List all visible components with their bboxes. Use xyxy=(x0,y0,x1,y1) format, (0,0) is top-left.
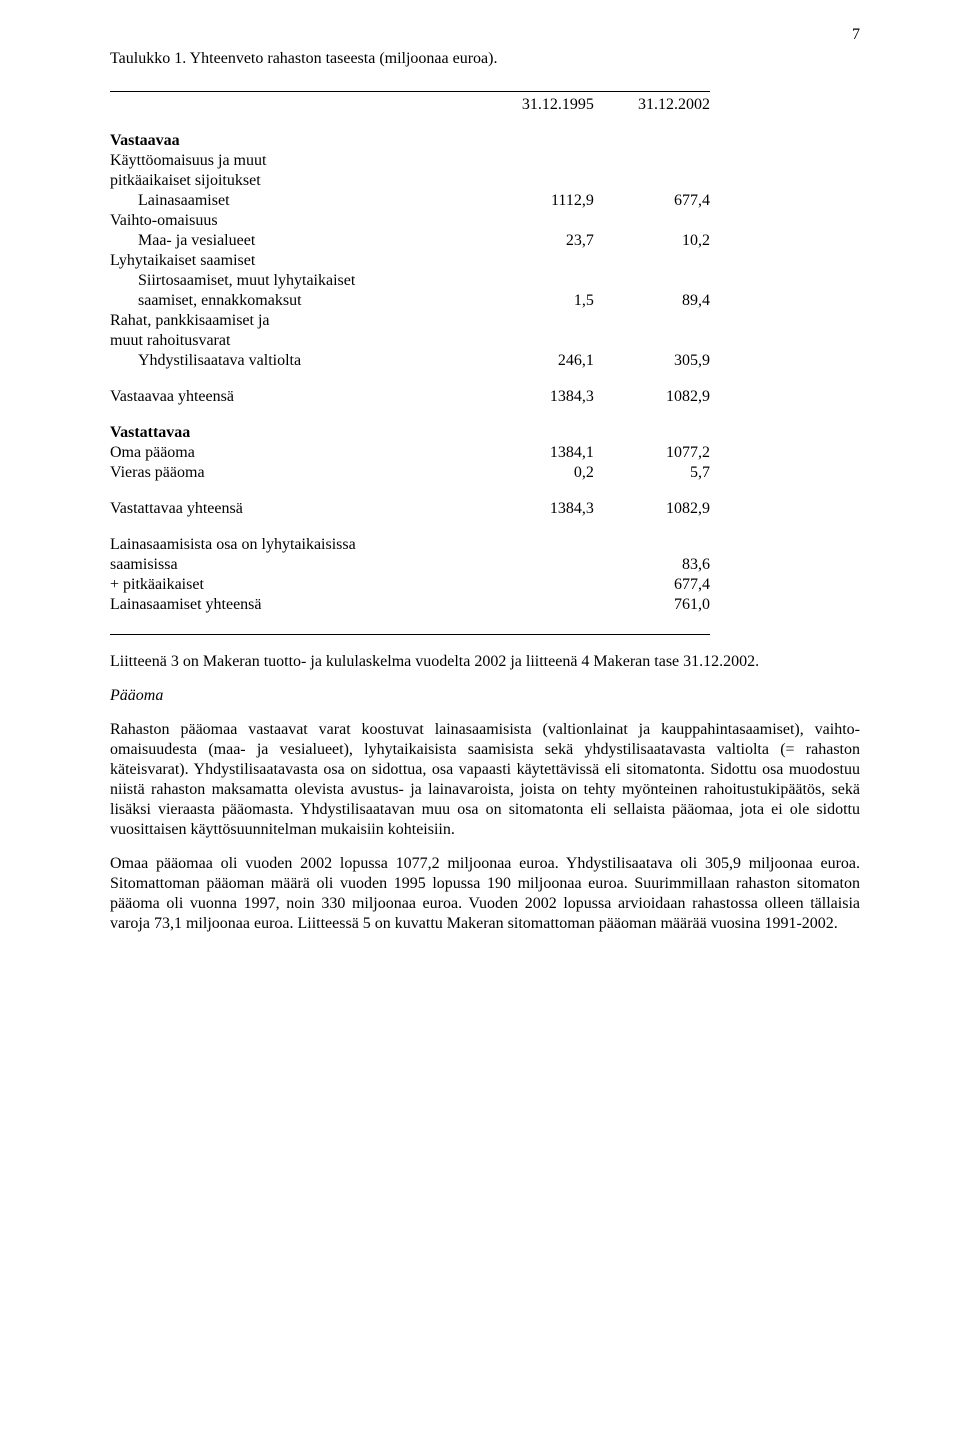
table-row: Rahat, pankkisaamiset ja xyxy=(110,311,478,331)
page-number: 7 xyxy=(852,26,860,44)
table-cell: 83,6 xyxy=(594,555,710,575)
table-cell: 1082,9 xyxy=(594,499,710,519)
table-cell: 677,4 xyxy=(594,575,710,595)
paragraph-body-1: Rahaston pääomaa vastaavat varat koostuv… xyxy=(110,720,860,840)
table-cell: 10,2 xyxy=(594,231,710,251)
table-cell: 1,5 xyxy=(478,291,594,311)
table-cell: 1384,3 xyxy=(478,387,594,407)
header-col-2: 31.12.2002 xyxy=(594,95,710,115)
table-row: Lainasaamisista osa on lyhytaikaisissa xyxy=(110,535,478,555)
table-row: Lainasaamiset xyxy=(110,191,478,211)
table-cell: 5,7 xyxy=(594,463,710,483)
table-row: Yhdystilisaatava valtiolta xyxy=(110,351,478,371)
paragraph-body-2: Omaa pääomaa oli vuoden 2002 lopussa 107… xyxy=(110,854,860,934)
table-row: Lyhytaikaiset saamiset xyxy=(110,251,478,271)
table-row: Käyttöomaisuus ja muut xyxy=(110,151,478,171)
table-cell: 246,1 xyxy=(478,351,594,371)
table-caption: Taulukko 1. Yhteenveto rahaston taseesta… xyxy=(110,50,860,68)
table-row: pitkäaikaiset sijoitukset xyxy=(110,171,478,191)
table-row: Oma pääoma xyxy=(110,443,478,463)
table-row: saamiset, ennakkomaksut xyxy=(110,291,478,311)
table-cell: 761,0 xyxy=(594,595,710,615)
table-row: muut rahoitusvarat xyxy=(110,331,478,351)
table-row: Vieras pääoma xyxy=(110,463,478,483)
table-row: + pitkäaikaiset xyxy=(110,575,478,595)
table-row: saamisissa xyxy=(110,555,478,575)
table-cell: 1077,2 xyxy=(594,443,710,463)
paragraph-liite: Liitteenä 3 on Makeran tuotto- ja kulula… xyxy=(110,652,860,672)
table-cell: 677,4 xyxy=(594,191,710,211)
table-row: Siirtosaamiset, muut lyhytaikaiset xyxy=(110,271,478,291)
table-row: Vaihto-omaisuus xyxy=(110,211,478,231)
vastattavaa-total-label: Vastattavaa yhteensä xyxy=(110,499,478,519)
subheading-paaoma: Pääoma xyxy=(110,686,860,706)
table-cell: 1384,3 xyxy=(478,499,594,519)
vastaavaa-total-label: Vastaavaa yhteensä xyxy=(110,387,478,407)
balance-table: 31.12.1995 31.12.2002 Vastaavaa Käyttöom… xyxy=(110,88,710,638)
vastaavaa-title: Vastaavaa xyxy=(110,131,478,151)
table-cell: 0,2 xyxy=(478,463,594,483)
table-cell: 305,9 xyxy=(594,351,710,371)
vastattavaa-title: Vastattavaa xyxy=(110,423,478,443)
table-row: Lainasaamiset yhteensä xyxy=(110,595,478,615)
table-cell: 1384,1 xyxy=(478,443,594,463)
header-col-1: 31.12.1995 xyxy=(478,95,594,115)
table-row: Maa- ja vesialueet xyxy=(110,231,478,251)
table-cell: 89,4 xyxy=(594,291,710,311)
table-cell: 23,7 xyxy=(478,231,594,251)
table-cell: 1082,9 xyxy=(594,387,710,407)
table-cell: 1112,9 xyxy=(478,191,594,211)
